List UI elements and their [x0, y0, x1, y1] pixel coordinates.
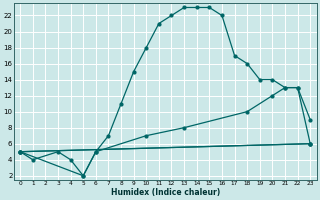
X-axis label: Humidex (Indice chaleur): Humidex (Indice chaleur)	[111, 188, 220, 197]
